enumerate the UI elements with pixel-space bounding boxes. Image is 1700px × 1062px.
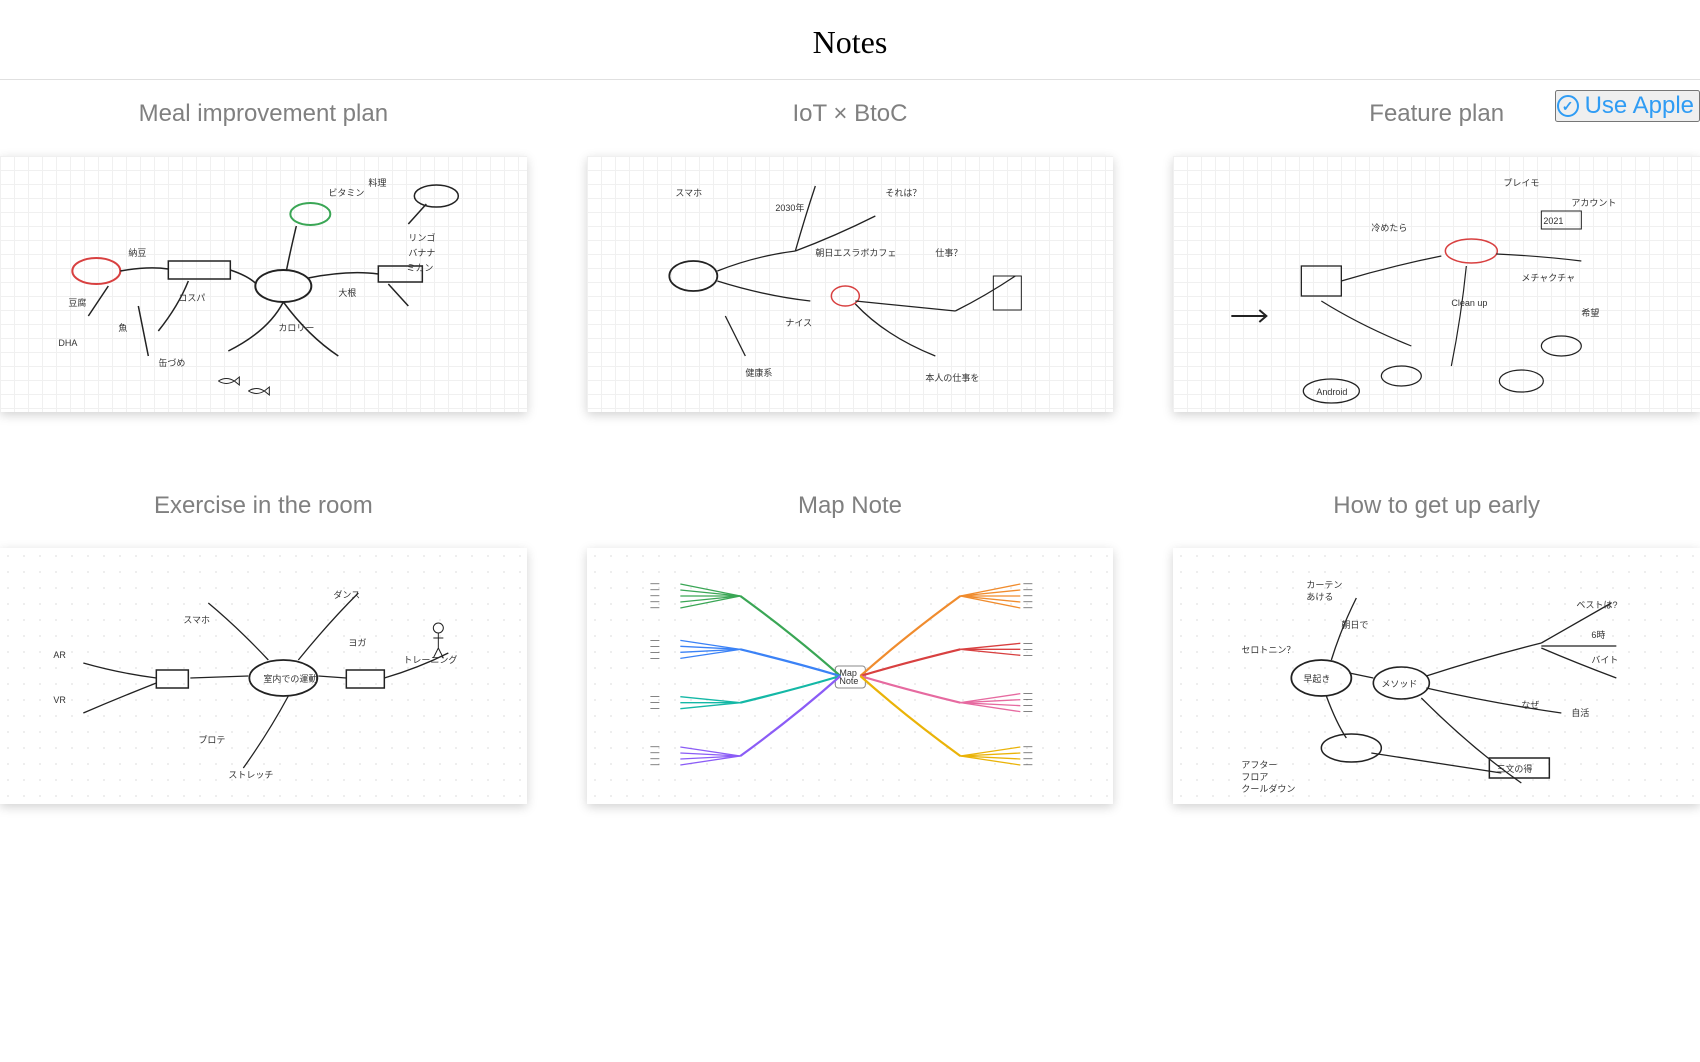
svg-text:—: —: [650, 652, 659, 662]
svg-text:—: —: [650, 703, 659, 713]
svg-text:冷めたら: 冷めたら: [1372, 222, 1408, 233]
svg-text:メソッド: メソッド: [1382, 679, 1418, 689]
checkmark-circle-icon: [1557, 95, 1579, 117]
svg-text:アフター: アフター: [1242, 760, 1278, 770]
note-title: IoT × BtoC: [793, 100, 908, 128]
svg-text:Android: Android: [1317, 387, 1348, 397]
note-card-getup[interactable]: How to get up early 早起き メソッド: [1173, 492, 1700, 804]
mindmap-sketch: Android プレイモ アカウント Clean up メチャクチャ 希望 冷め…: [1173, 156, 1700, 412]
svg-text:—: —: [1023, 602, 1032, 612]
notes-grid: Meal improvement plan ビタミン: [0, 80, 1700, 804]
mindmap-sketch: Map Note ———————————————————————————————…: [587, 548, 1114, 804]
svg-text:Clean up: Clean up: [1452, 298, 1488, 308]
svg-text:Note: Note: [839, 676, 858, 686]
header: Notes: [0, 0, 1700, 80]
svg-text:朝日で: 朝日で: [1342, 620, 1369, 630]
svg-text:本人の仕事を: 本人の仕事を: [925, 372, 979, 383]
note-title: How to get up early: [1333, 492, 1540, 520]
svg-text:納豆: 納豆: [128, 247, 146, 258]
svg-text:AR: AR: [53, 650, 66, 660]
svg-text:ミカン: ミカン: [406, 263, 433, 273]
svg-text:室内での運動: 室内での運動: [263, 673, 317, 684]
svg-text:プロテ: プロテ: [198, 735, 225, 745]
svg-text:ダンス: ダンス: [333, 589, 360, 600]
svg-text:トレーニング: トレーニング: [403, 654, 457, 665]
svg-text:—: —: [1023, 759, 1032, 769]
svg-text:自活: 自活: [1572, 707, 1590, 718]
svg-text:—: —: [650, 602, 659, 612]
svg-text:アカウント: アカウント: [1572, 198, 1617, 208]
svg-text:ベストは?: ベストは?: [1577, 600, 1618, 610]
svg-text:メチャクチャ: メチャクチャ: [1522, 273, 1576, 283]
note-card-feature[interactable]: Feature plan Android プレイモ アカ: [1173, 100, 1700, 412]
svg-text:魚: 魚: [118, 322, 127, 333]
note-thumbnail: 早起き メソッド 三文の得 カーテン: [1173, 548, 1700, 804]
note-card-iot[interactable]: IoT × BtoC スマホ 2030年 それは？: [587, 100, 1114, 412]
svg-text:—: —: [1023, 649, 1032, 659]
svg-text:プレイモ: プレイモ: [1504, 178, 1540, 188]
svg-text:希望: 希望: [1582, 307, 1600, 318]
note-title: Map Note: [798, 492, 902, 520]
svg-text:カーテン: カーテン: [1307, 580, 1343, 590]
note-title: Feature plan: [1369, 100, 1504, 128]
note-card-meal[interactable]: Meal improvement plan ビタミン: [0, 100, 527, 412]
svg-text:大根: 大根: [338, 287, 356, 298]
svg-text:セロトニン？: セロトニン？: [1242, 645, 1296, 655]
svg-text:早起き: 早起き: [1304, 674, 1331, 684]
svg-text:ナイス: ナイス: [785, 318, 812, 328]
svg-text:クールダウン: クールダウン: [1242, 783, 1296, 794]
svg-text:豆腐: 豆腐: [68, 297, 86, 308]
svg-text:料理: 料理: [368, 177, 386, 188]
svg-text:カロリー: カロリー: [278, 323, 314, 333]
use-apple-button[interactable]: Use Apple: [1555, 90, 1700, 122]
svg-text:健康系: 健康系: [745, 367, 772, 378]
svg-text:—: —: [1023, 706, 1032, 716]
svg-text:—: —: [650, 759, 659, 769]
mindmap-sketch: 早起き メソッド 三文の得 カーテン: [1173, 548, 1700, 804]
svg-text:VR: VR: [53, 695, 66, 705]
svg-text:リンゴ: リンゴ: [408, 232, 435, 243]
note-thumbnail: スマホ 2030年 それは？ 仕事？ ナイス 健康系 本人の仕事を 朝日エスラボ…: [587, 156, 1114, 412]
svg-text:三文の得: 三文の得: [1497, 763, 1533, 774]
svg-text:ビタミン: ビタミン: [328, 188, 364, 198]
note-thumbnail: 室内での運動 AR VR スマホ ダンス ヨガ トレーニング: [0, 548, 527, 804]
svg-text:6時: 6時: [1592, 630, 1606, 640]
note-title: Exercise in the room: [154, 492, 373, 520]
svg-text:2030年: 2030年: [775, 202, 804, 213]
note-title: Meal improvement plan: [139, 100, 388, 128]
svg-text:バナナ: バナナ: [408, 248, 435, 258]
use-apple-label: Use Apple: [1585, 92, 1694, 120]
note-thumbnail: Map Note ———————————————————————————————…: [587, 548, 1114, 804]
svg-text:スマホ: スマホ: [675, 188, 702, 198]
note-card-exercise[interactable]: Exercise in the room 室内での運動 AR: [0, 492, 527, 804]
svg-text:2021: 2021: [1544, 216, 1564, 226]
note-thumbnail: Android プレイモ アカウント Clean up メチャクチャ 希望 冷め…: [1173, 156, 1700, 412]
svg-text:ヨガ: ヨガ: [348, 638, 366, 648]
mindmap-sketch: ビタミン: [0, 156, 527, 412]
mindmap-sketch: スマホ 2030年 それは？ 仕事？ ナイス 健康系 本人の仕事を 朝日エスラボ…: [587, 156, 1114, 412]
svg-text:スマホ: スマホ: [183, 615, 210, 625]
page-title: Notes: [0, 24, 1700, 61]
svg-text:缶づめ: 缶づめ: [158, 357, 185, 368]
svg-text:朝日エスラボカフェ: 朝日エスラボカフェ: [815, 248, 896, 258]
note-card-mapnote[interactable]: Map Note Map Note ——————————————————————…: [587, 492, 1114, 804]
svg-text:バイト: バイト: [1592, 655, 1619, 665]
svg-text:ストレッチ: ストレッチ: [228, 770, 273, 780]
svg-text:フロア: フロア: [1242, 772, 1269, 782]
note-thumbnail: ビタミン: [0, 156, 527, 412]
svg-text:DHA: DHA: [58, 338, 77, 348]
svg-text:あける: あける: [1307, 592, 1334, 602]
svg-text:コスパ: コスパ: [178, 293, 205, 303]
mindmap-sketch: 室内での運動 AR VR スマホ ダンス ヨガ トレーニング: [0, 548, 527, 804]
svg-text:なぜ: なぜ: [1522, 700, 1540, 710]
svg-text:仕事？: 仕事？: [935, 247, 962, 258]
svg-text:それは？: それは？: [885, 188, 921, 198]
